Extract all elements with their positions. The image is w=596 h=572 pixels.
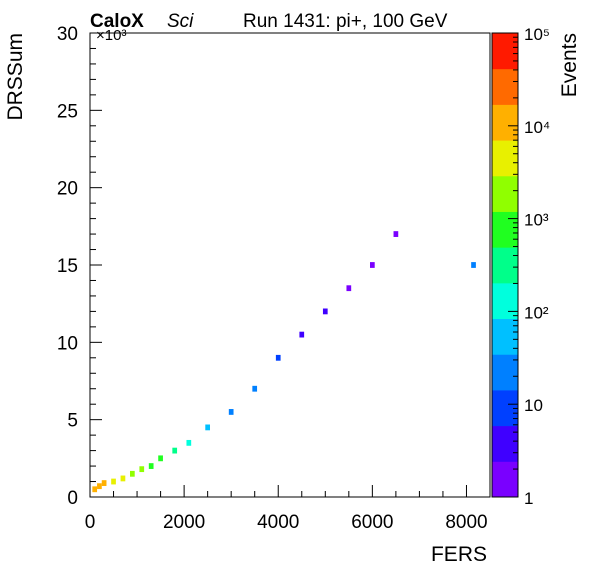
x-axis: 0 2000 4000 6000 8000 [85, 485, 491, 533]
brand-label: CaloX [90, 11, 144, 32]
y-tick-label: 15 [57, 256, 78, 277]
heatmap-bin [471, 262, 476, 268]
colorbar-tick-label: 10³ [524, 211, 549, 230]
brand-suffix-label: Sci [167, 11, 194, 32]
heatmap-bin [111, 478, 116, 485]
heatmap-bin [120, 475, 126, 482]
x-tick-label: 0 [85, 512, 96, 533]
heatmap-bin [370, 262, 375, 268]
colorbar-segment [492, 68, 518, 105]
colorbar-tick-label: 10² [524, 303, 549, 322]
y-axis-label: DRSSum [4, 33, 27, 121]
heatmap-bin [322, 308, 328, 315]
heatmap-bin [275, 354, 281, 361]
heatmap-bin [92, 486, 98, 493]
y-tick-label: 30 [57, 24, 78, 45]
colorbar-segment [492, 425, 518, 462]
y-tick-label: 5 [67, 411, 78, 432]
colorbar-frame [491, 32, 519, 498]
x-tick-label: 4000 [257, 512, 299, 533]
x-tick-label: 2000 [163, 512, 205, 533]
colorbar-segment [492, 175, 518, 212]
heatmap-bin [158, 455, 163, 462]
heatmap-bin [299, 331, 305, 338]
y-axis: 0 5 10 15 20 25 30 [57, 24, 102, 509]
y-multiplier-label: ×10³ [96, 27, 126, 44]
heatmap-bin [205, 424, 210, 431]
colorbar-tick-label: 1 [524, 489, 533, 508]
heatmap-bin [346, 285, 352, 292]
x-tick-label: 8000 [445, 512, 487, 533]
x-tick-label: 6000 [351, 512, 393, 533]
colorbar-ticks: 1 10 10² 10³ 10⁴ 10⁵ [508, 25, 550, 508]
y-tick-label: 10 [57, 333, 78, 354]
colorbar-label: Events [558, 33, 581, 97]
colorbar-segment [492, 211, 518, 248]
heatmap-bin [252, 385, 258, 392]
heatmap-bin [101, 480, 107, 486]
colorbar-tick-label: 10⁴ [524, 118, 550, 137]
heatmap-bin [186, 439, 192, 446]
colorbar-segment [492, 140, 518, 177]
heatmap-bin [228, 409, 234, 415]
y-tick-label: 25 [57, 101, 78, 122]
colorbar-segment [492, 282, 518, 320]
colorbar [491, 32, 519, 498]
heatmap-bin [97, 483, 102, 490]
heatmap-bins [92, 231, 476, 493]
y-tick-label: 20 [57, 179, 78, 200]
heatmap-bin [148, 463, 154, 469]
heatmap-bin [172, 447, 178, 454]
colorbar-segment [492, 247, 518, 284]
run-label: Run 1431: pi+, 100 GeV [243, 11, 448, 32]
heatmap-bin [130, 470, 135, 477]
colorbar-tick-label: 10⁵ [524, 25, 550, 44]
heatmap-bin [393, 231, 399, 237]
colorbar-tick-label: 10 [524, 396, 543, 415]
colorbar-segment [492, 33, 518, 70]
colorbar-segment [492, 318, 518, 355]
heatmap-bin [139, 466, 145, 473]
y-tick-label: 0 [67, 488, 78, 509]
colorbar-segment [492, 461, 518, 498]
x-axis-label: FERS [431, 543, 487, 566]
